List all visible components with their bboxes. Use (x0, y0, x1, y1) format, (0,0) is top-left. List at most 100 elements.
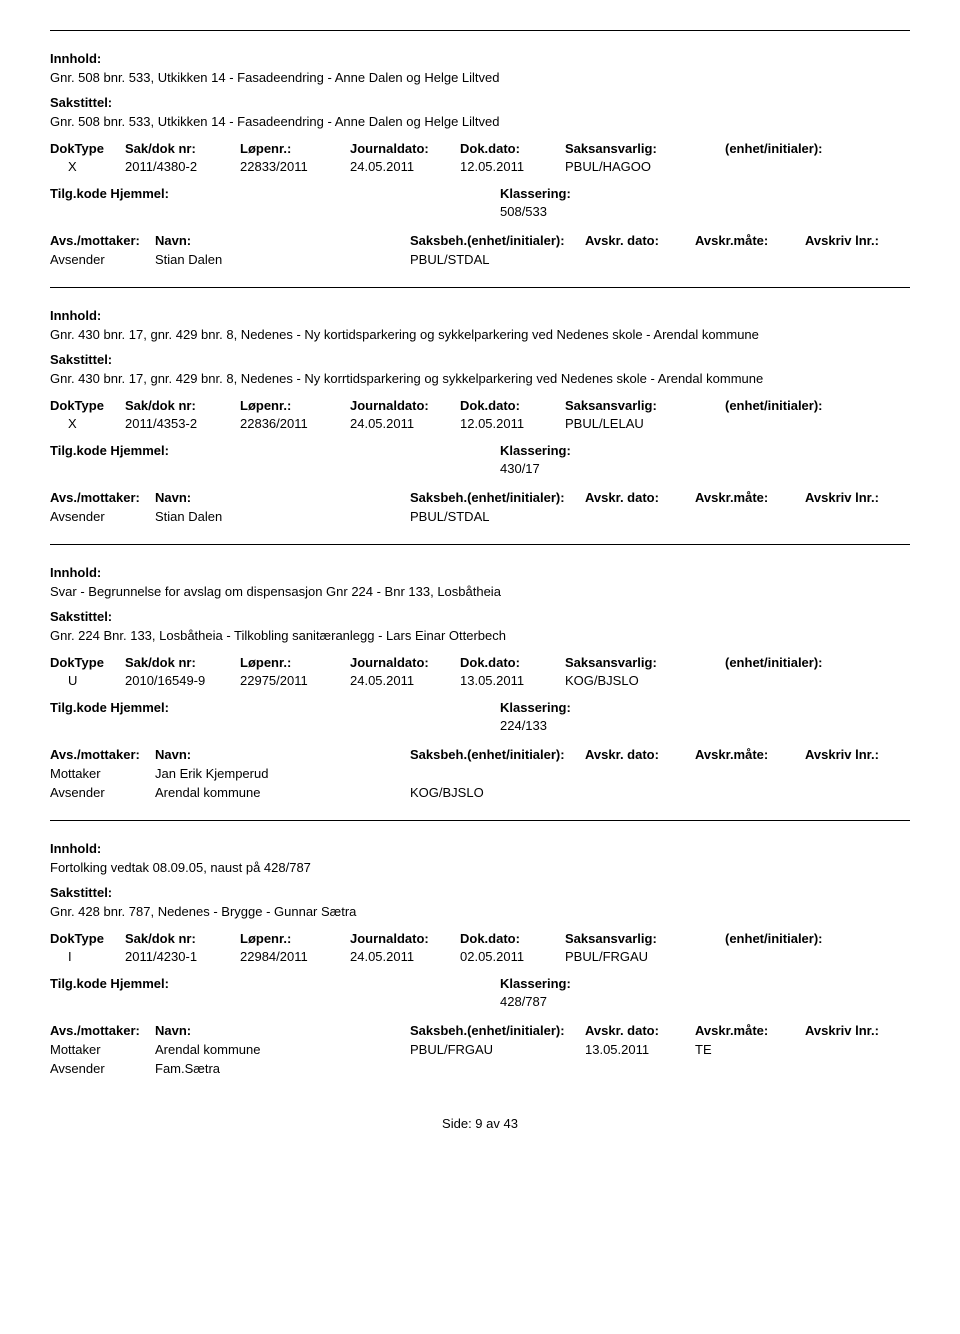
col-header: Dok.dato: (460, 931, 565, 946)
party-col-header: Avskriv lnr.: (805, 1023, 905, 1038)
party-col-header: Avs./mottaker: (50, 747, 155, 762)
party-col-header: Navn: (155, 1023, 410, 1038)
innhold-label: Innhold: (50, 308, 910, 323)
journal-record: Innhold:Gnr. 508 bnr. 533, Utkikken 14 -… (50, 30, 910, 267)
party-col-value (695, 509, 805, 524)
journal-record: Innhold: Gnr. 430 bnr. 17, gnr. 429 bnr. … (50, 287, 910, 524)
col-value: U (50, 673, 125, 688)
col-header: Løpenr.: (240, 398, 350, 413)
klassering-section: Klassering: 508/533 (500, 186, 571, 219)
party-col-value (585, 766, 695, 781)
col-value: 24.05.2011 (350, 949, 460, 964)
col-value: 02.05.2011 (460, 949, 565, 964)
col-header: (enhet/initialer): (725, 931, 905, 946)
party-col-header: Avskr.måte: (695, 490, 805, 505)
sakstittel-text: Gnr. 430 bnr. 17, gnr. 429 bnr. 8, Neden… (50, 371, 910, 386)
col-value: KOG/BJSLO (565, 673, 725, 688)
klassering-label: Klassering: (500, 186, 571, 201)
party-col-value: Stian Dalen (155, 509, 410, 524)
party-col-header: Avskriv lnr.: (805, 747, 905, 762)
party-col-header: Avskr. dato: (585, 233, 695, 248)
col-value: 22984/2011 (240, 949, 350, 964)
party-col-value: PBUL/STDAL (410, 509, 585, 524)
col-header: (enhet/initialer): (725, 655, 905, 670)
klassering-section: Klassering:224/133 (500, 700, 571, 733)
party-col-value: Avsender (50, 785, 155, 800)
party-col-header: Avskriv lnr.: (805, 490, 905, 505)
col-header: Løpenr.: (240, 141, 350, 156)
col-value: X (50, 159, 125, 174)
innhold-text: Gnr. 508 bnr. 533, Utkikken 14 - Fasadee… (50, 70, 910, 85)
party-col-value (585, 509, 695, 524)
dok-header-row: DokTypeSak/dok nr:Løpenr.:Journaldato:Do… (50, 931, 910, 946)
party-col-value: PBUL/FRGAU (410, 1042, 585, 1057)
col-value: 2011/4353-2 (125, 416, 240, 431)
party-row: AvsenderArendal kommuneKOG/BJSLO (50, 785, 910, 800)
party-col-header: Saksbeh.(enhet/initialer): (410, 233, 585, 248)
col-header: (enhet/initialer): (725, 398, 905, 413)
party-col-value (585, 252, 695, 267)
party-row: MottakerJan Erik Kjemperud (50, 766, 910, 781)
innhold-label: Innhold: (50, 565, 910, 580)
party-col-value: Arendal kommune (155, 785, 410, 800)
party-col-value (695, 785, 805, 800)
sakstittel-label: Sakstittel: (50, 885, 910, 900)
col-value (725, 416, 905, 431)
tilgkode-hjemmel-label: Tilg.kode Hjemmel: (50, 976, 500, 991)
party-col-header: Saksbeh.(enhet/initialer): (410, 747, 585, 762)
hjemmel-row: Tilg.kode Hjemmel:Klassering: 508/533 (50, 186, 910, 219)
col-header: (enhet/initialer): (725, 141, 905, 156)
col-value: 24.05.2011 (350, 416, 460, 431)
col-value: PBUL/FRGAU (565, 949, 725, 964)
dok-data-row: I2011/4230-122984/201124.05.201102.05.20… (50, 949, 910, 964)
party-col-header: Navn: (155, 490, 410, 505)
party-header-row: Avs./mottaker:Navn:Saksbeh.(enhet/initia… (50, 1023, 910, 1038)
party-col-header: Navn: (155, 233, 410, 248)
party-col-value: Avsender (50, 1061, 155, 1076)
party-col-value (805, 1042, 905, 1057)
party-col-value: Fam.Sætra (155, 1061, 410, 1076)
col-header: Journaldato: (350, 141, 460, 156)
col-value: 2010/16549-9 (125, 673, 240, 688)
party-col-header: Saksbeh.(enhet/initialer): (410, 1023, 585, 1038)
col-header: Løpenr.: (240, 655, 350, 670)
col-value: 22836/2011 (240, 416, 350, 431)
col-header: Dok.dato: (460, 141, 565, 156)
party-col-value (805, 766, 905, 781)
col-header: Dok.dato: (460, 398, 565, 413)
col-header: Sak/dok nr: (125, 141, 240, 156)
col-header: Saksansvarlig: (565, 141, 725, 156)
klassering-value: 508/533 (500, 204, 571, 219)
party-col-value: Mottaker (50, 766, 155, 781)
klassering-label: Klassering: (500, 976, 571, 991)
col-value (725, 159, 905, 174)
party-header-row: Avs./mottaker:Navn:Saksbeh.(enhet/initia… (50, 233, 910, 248)
party-col-value: Stian Dalen (155, 252, 410, 267)
party-col-header: Avskr. dato: (585, 1023, 695, 1038)
col-value: 12.05.2011 (460, 159, 565, 174)
col-value: 13.05.2011 (460, 673, 565, 688)
klassering-value: 430/17 (500, 461, 571, 476)
journal-record: Innhold:Svar - Begrunnelse for avslag om… (50, 544, 910, 800)
tilgkode-hjemmel-label: Tilg.kode Hjemmel: (50, 186, 500, 201)
col-value: 2011/4380-2 (125, 159, 240, 174)
dok-header-row: DokTypeSak/dok nr:Løpenr.:Journaldato:Do… (50, 398, 910, 413)
party-row: AvsenderFam.Sætra (50, 1061, 910, 1076)
party-col-header: Avs./mottaker: (50, 233, 155, 248)
col-header: Sak/dok nr: (125, 931, 240, 946)
party-col-header: Avskr. dato: (585, 747, 695, 762)
col-value: PBUL/LELAU (565, 416, 725, 431)
col-header: DokType (50, 655, 125, 670)
party-col-value (695, 1061, 805, 1076)
party-col-header: Avskr. dato: (585, 490, 695, 505)
innhold-text: Fortolking vedtak 08.09.05, naust på 428… (50, 860, 910, 875)
party-col-header: Avs./mottaker: (50, 490, 155, 505)
party-col-value (805, 252, 905, 267)
sakstittel-label: Sakstittel: (50, 352, 910, 367)
hjemmel-row: Tilg.kode Hjemmel:Klassering:430/17 (50, 443, 910, 476)
col-header: DokType (50, 931, 125, 946)
col-header: DokType (50, 398, 125, 413)
klassering-section: Klassering:430/17 (500, 443, 571, 476)
party-col-value: PBUL/STDAL (410, 252, 585, 267)
party-col-value: Mottaker (50, 1042, 155, 1057)
